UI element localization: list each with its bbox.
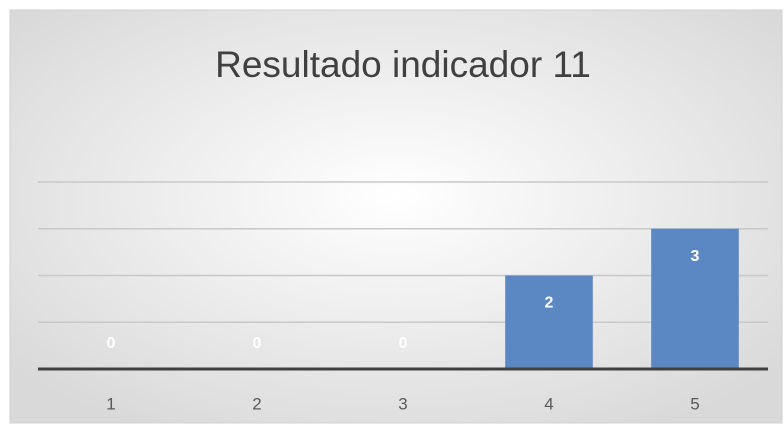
x-tick-label: 3: [398, 394, 407, 413]
data-label: 3: [691, 248, 700, 265]
chart-title: Resultado indicador 11: [215, 44, 591, 85]
x-tick-label: 4: [544, 394, 553, 413]
bar: [505, 275, 593, 369]
x-tick-label: 1: [106, 394, 115, 413]
data-label: 2: [545, 295, 554, 312]
bar: [651, 228, 739, 369]
data-label: 0: [107, 335, 116, 352]
data-label: 0: [399, 335, 408, 352]
x-tick-label: 5: [690, 394, 699, 413]
x-tick-label: 2: [252, 394, 261, 413]
data-label: 0: [253, 335, 262, 352]
